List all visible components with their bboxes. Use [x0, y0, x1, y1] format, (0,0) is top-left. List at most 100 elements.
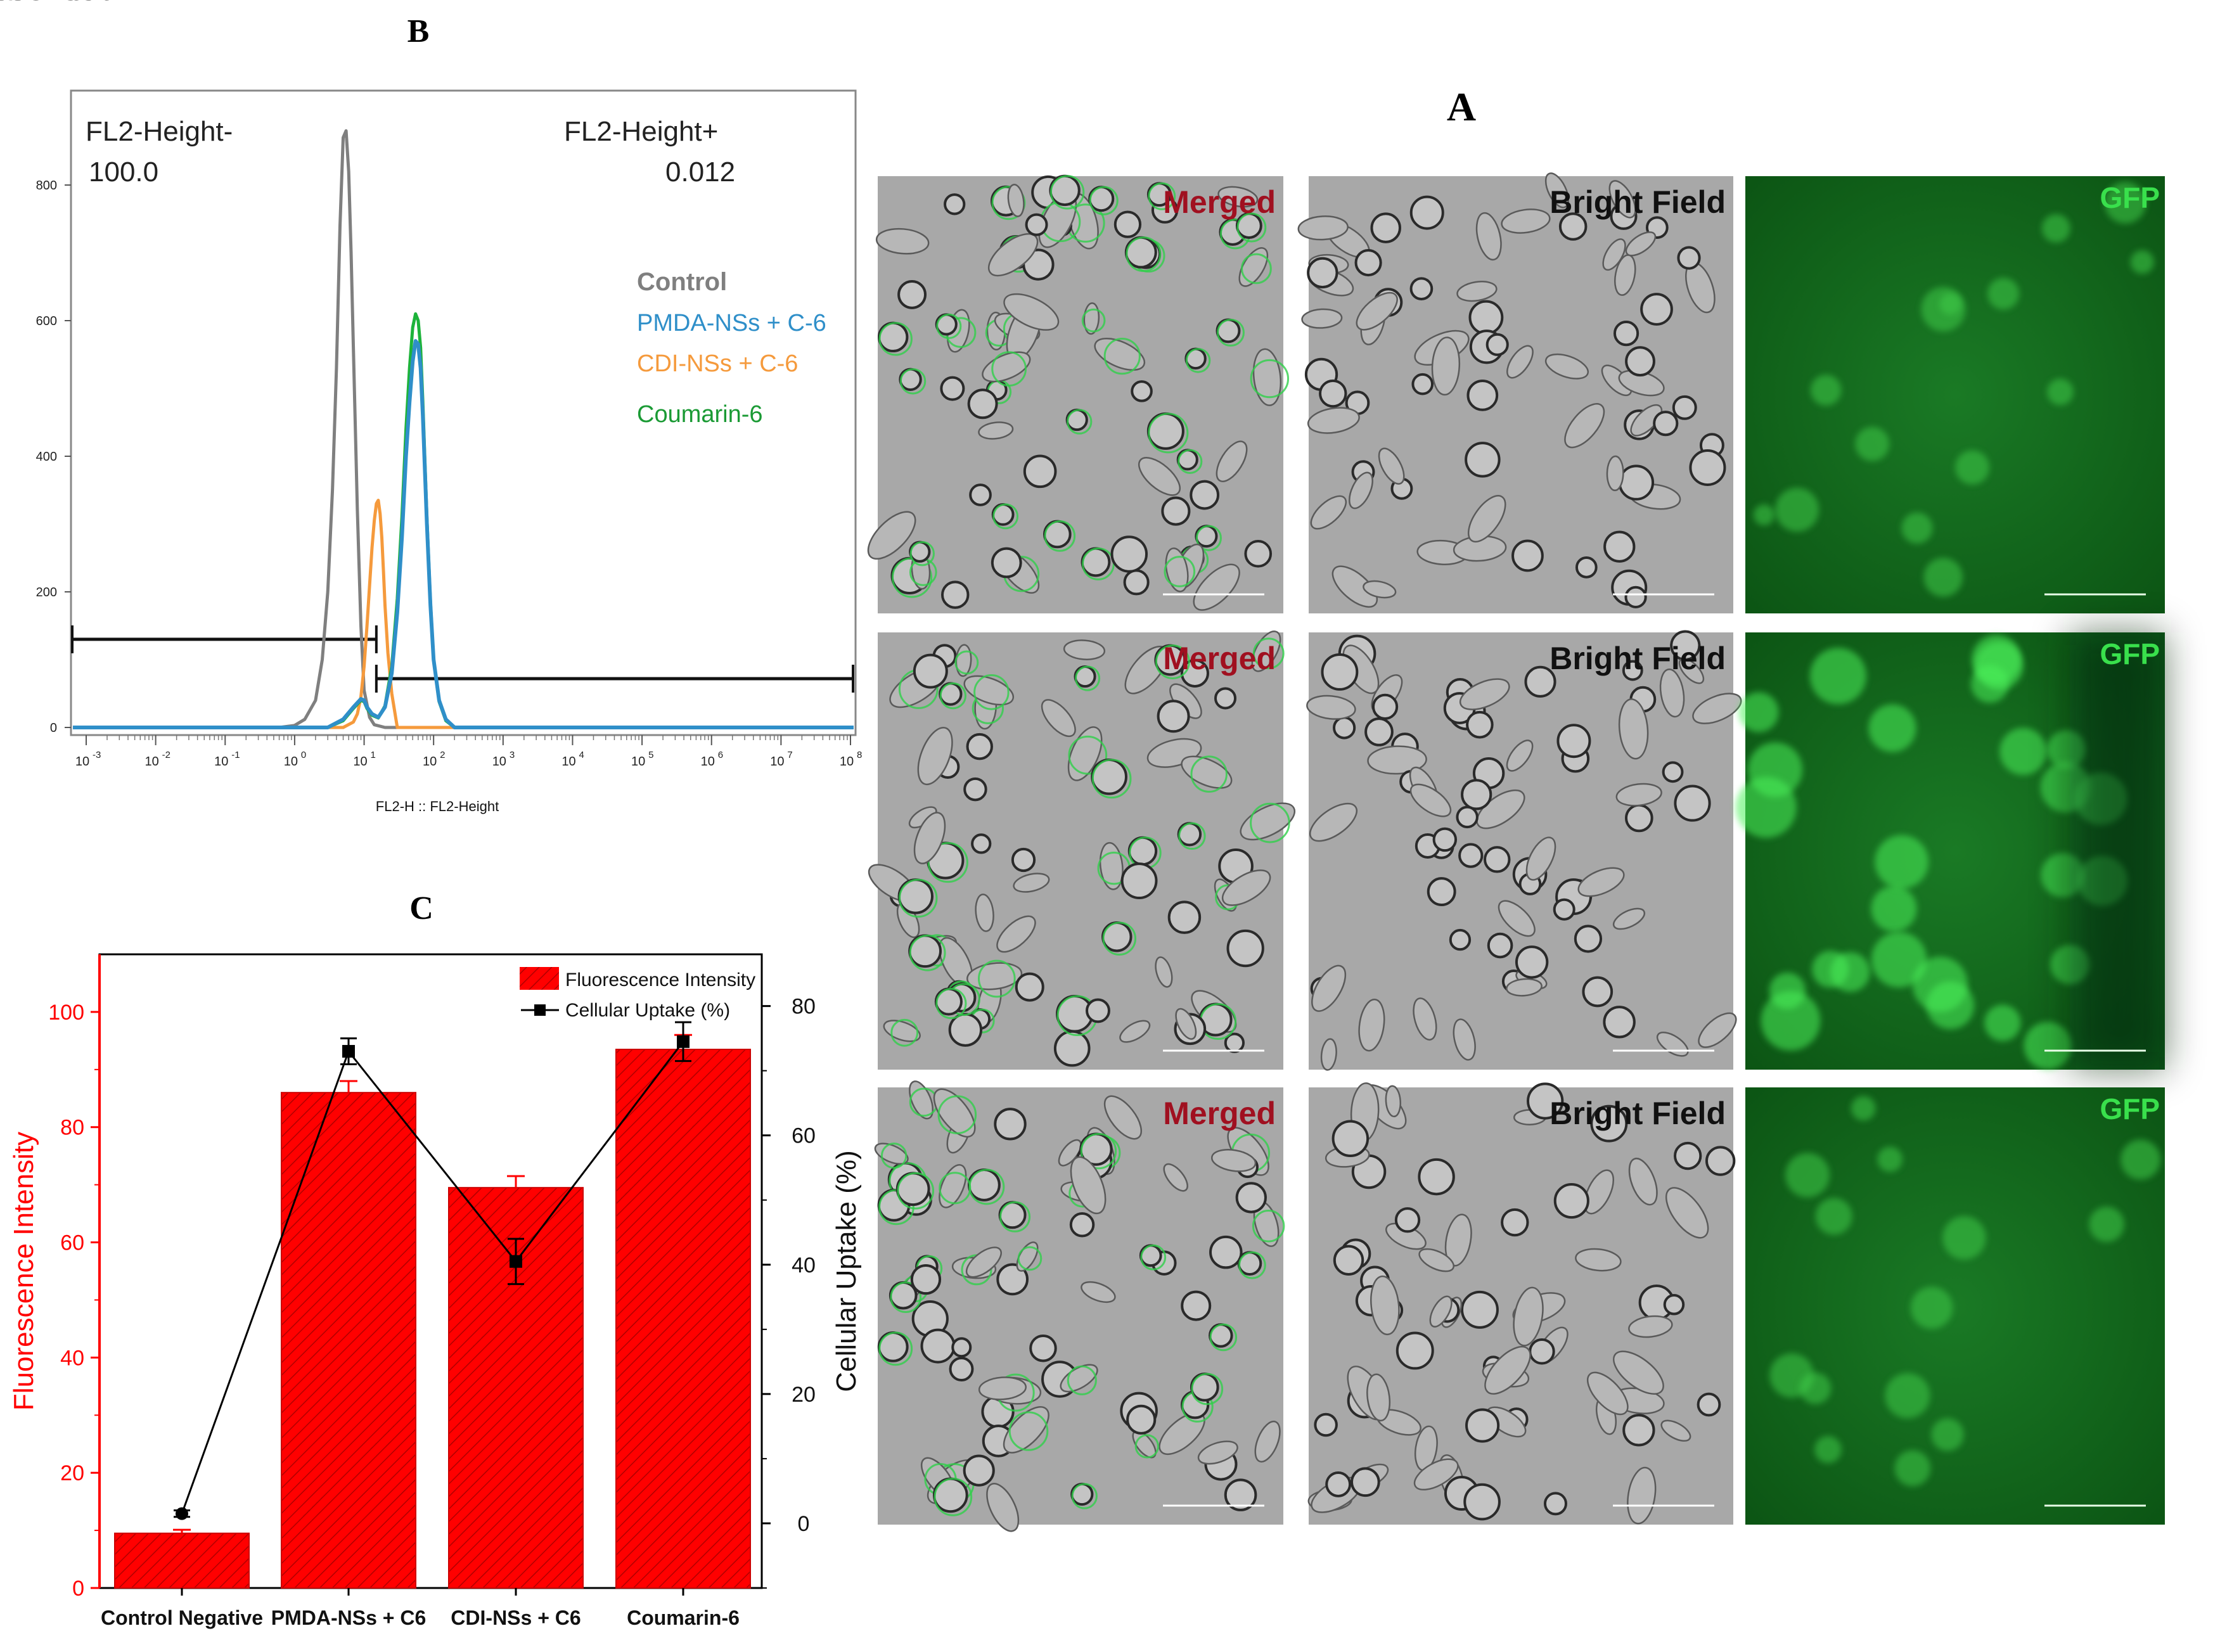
cell	[1413, 1458, 1459, 1491]
cell	[1449, 928, 1472, 951]
cell	[1146, 412, 1184, 450]
fluorescent-spot	[1970, 665, 2009, 703]
cell	[948, 1013, 983, 1047]
panel-c-left-ticks: 0 20 40 60 80 100	[48, 1001, 99, 1601]
cell	[1307, 407, 1360, 434]
cell	[971, 833, 992, 854]
green-signal	[1091, 759, 1132, 799]
cell	[1660, 1419, 1691, 1442]
cell	[1091, 758, 1127, 795]
fluorescent-spot	[1875, 835, 1928, 889]
fluorescent-spot	[1809, 648, 1866, 705]
cell	[1692, 693, 1742, 724]
cell	[1331, 1120, 1370, 1158]
cell	[1418, 1158, 1455, 1196]
cell	[967, 388, 998, 419]
fluorescent-spot	[1877, 1146, 1902, 1172]
fluorescent-spot	[1868, 704, 1916, 752]
cell	[1501, 208, 1551, 234]
b-x-tick-label: 10	[284, 755, 298, 769]
cell	[1193, 563, 1240, 611]
cell	[975, 893, 994, 932]
cell	[1468, 300, 1504, 335]
green-signal	[1089, 186, 1119, 215]
cell	[1074, 665, 1096, 688]
fluorescent-spot	[1735, 777, 1797, 838]
legend-control: Control	[637, 268, 727, 296]
cell	[1409, 783, 1452, 817]
row-label: PMDA- NSs + C6	[0, 0, 116, 6]
cell	[1458, 843, 1484, 868]
fluorescent-spot	[1999, 727, 2047, 775]
cell	[1487, 932, 1513, 959]
green-signal	[939, 682, 966, 710]
cell	[940, 376, 965, 401]
gate-neg-title: FL2-Height-	[86, 116, 233, 147]
b-x-tick-label: 10	[631, 755, 645, 769]
green-signal	[992, 503, 1019, 530]
c-bar	[615, 1049, 751, 1589]
panel-b-y-axis: 0 200 400 600 800	[36, 179, 71, 735]
green-signal	[1080, 1132, 1117, 1170]
fluorescent-spot	[1738, 692, 1779, 733]
cell	[1431, 336, 1461, 396]
gate-pos-value: 0.012	[665, 157, 735, 188]
cell	[1238, 247, 1269, 287]
green-signal	[1148, 182, 1176, 210]
green-signal	[1177, 449, 1203, 474]
cell	[1456, 805, 1479, 829]
green-signal	[934, 1478, 973, 1516]
cell	[1456, 281, 1498, 302]
bright-field-label: Bright Field	[1550, 641, 1726, 676]
cell	[1674, 784, 1711, 822]
fluorescent-spot	[1799, 1373, 1832, 1404]
cell	[877, 1331, 909, 1362]
cell	[1363, 580, 1397, 599]
cell	[1697, 1392, 1721, 1417]
cell	[978, 1376, 1027, 1400]
cell	[875, 227, 930, 255]
cell	[969, 483, 992, 506]
cell	[1544, 172, 1569, 208]
green-signal	[1071, 1483, 1098, 1509]
green-signal	[880, 1143, 908, 1169]
fluorescent-spot	[2130, 250, 2154, 274]
green-signal	[999, 1201, 1031, 1233]
panel-c-uptake-line	[174, 1021, 691, 1520]
cell	[1678, 658, 1705, 684]
cell	[1013, 873, 1050, 893]
cell	[1244, 540, 1273, 568]
cell	[1476, 789, 1525, 829]
gfp-image: GFP	[1745, 176, 2165, 613]
green-signal	[1217, 318, 1245, 347]
gfp-label: GFP	[2100, 1092, 2160, 1125]
green-signal	[1140, 1244, 1167, 1271]
cell	[1161, 496, 1191, 526]
cell	[1123, 569, 1150, 596]
cell	[1331, 565, 1378, 608]
cell	[1556, 724, 1591, 759]
cell	[935, 313, 958, 336]
green-signal	[1250, 359, 1290, 399]
cell	[1254, 1420, 1281, 1463]
cell	[1190, 1373, 1219, 1402]
cell	[1029, 1334, 1057, 1362]
bright-field-label: Bright Field	[1550, 184, 1726, 220]
cell	[1226, 929, 1264, 968]
fluorescent-spot	[1775, 487, 1819, 532]
cell	[1127, 836, 1158, 866]
c-x-tick-label: PMDA-NSs + C6	[271, 1606, 427, 1629]
cell	[1665, 1187, 1709, 1239]
panel-c: C 0 20 40 60 80 100 0 20 40 60 80 Control Negativ…	[8, 890, 862, 1629]
cell	[1370, 1275, 1400, 1336]
cell	[1366, 1373, 1391, 1422]
cell	[1506, 345, 1534, 379]
cell	[1625, 346, 1655, 377]
green-signal	[991, 351, 1027, 387]
cell	[1672, 395, 1697, 420]
fluorescent-spot	[1955, 450, 1989, 485]
green-signal	[1148, 413, 1189, 454]
b-y-tick-label: 400	[36, 450, 57, 464]
cell	[1003, 293, 1060, 331]
cell	[1582, 976, 1614, 1008]
